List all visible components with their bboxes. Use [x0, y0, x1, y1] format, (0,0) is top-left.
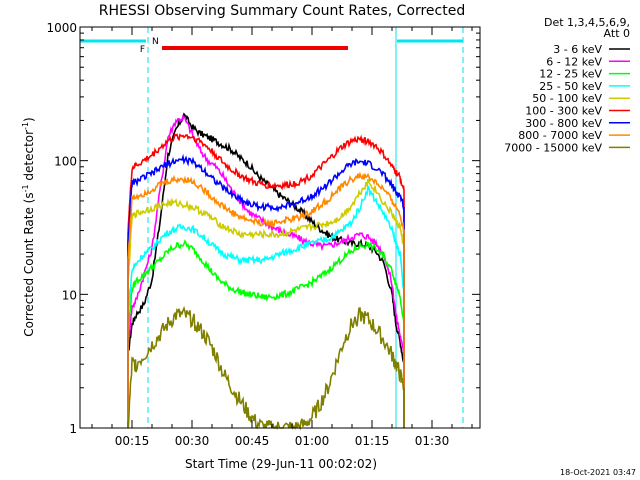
x-tick-label: 01:30: [415, 434, 450, 448]
y-axis-label-exp-2: -1: [21, 122, 30, 130]
series-line-3-6-kev: [127, 112, 405, 428]
legend-header-line-2: Att 0: [604, 27, 630, 40]
x-tick-label: 00:15: [115, 434, 150, 448]
timestamp: 18-Oct-2021 03:47: [560, 468, 636, 477]
legend-label: 12 - 25 keV: [539, 68, 602, 81]
legend-label: 7000 - 15000 keV: [504, 141, 602, 154]
y-axis-label-prefix: Corrected Count Rate (s: [22, 192, 36, 336]
y-tick-label: 1000: [46, 21, 77, 35]
legend-label: 800 - 7000 keV: [518, 129, 602, 142]
series-line-12-25-kev: [127, 239, 405, 428]
y-tick-label: 10: [62, 288, 77, 302]
legend-label: 100 - 300 keV: [525, 105, 602, 118]
x-tick-label: 01:15: [355, 434, 390, 448]
flare-flag-label: F: [140, 45, 145, 55]
series-lines: [127, 112, 405, 431]
legend-label: 50 - 100 keV: [532, 92, 602, 105]
x-tick-label: 01:00: [295, 434, 330, 448]
series-line-300-800-kev: [127, 153, 405, 428]
y-axis-label: Corrected Count Rate (s-1 detector-1): [21, 117, 36, 336]
y-axis-label-exp-1: -1: [21, 184, 30, 192]
axes: 1 10 100 1000 00:15 00:30 00:45 01:00 01:15 01:30: [46, 21, 480, 448]
attenuator-markers: FN: [80, 27, 464, 428]
legend-header-line-1: Det 1,3,4,5,6,9,: [544, 16, 630, 29]
legend-label: 6 - 12 keV: [546, 55, 602, 68]
night-flag-label: N: [152, 37, 159, 47]
plot-frame: [79, 26, 481, 429]
x-tick-label: 00:30: [175, 434, 210, 448]
x-axis-label: Start Time (29-Jun-11 00:02:02): [185, 457, 377, 471]
legend-label: 300 - 800 keV: [525, 117, 602, 130]
series-line-50-100-kev: [127, 178, 405, 428]
legend-label: 25 - 50 keV: [539, 80, 602, 93]
x-tick-label: 00:45: [235, 434, 270, 448]
series-line-25-50-kev: [127, 183, 405, 428]
series-line-7000-15000-kev: [127, 305, 405, 431]
series-line-100-300-kev: [127, 133, 405, 428]
y-tick-label: 1: [69, 422, 77, 436]
legend-label: 3 - 6 keV: [553, 43, 602, 56]
series-line-800-7000-kev: [127, 171, 405, 428]
y-tick-label: 100: [54, 155, 77, 169]
y-axis-label-mid: detector: [22, 130, 36, 185]
y-axis-label-suffix: ): [22, 117, 36, 122]
chart-title: RHESSI Observing Summary Count Rates, Co…: [99, 3, 465, 19]
